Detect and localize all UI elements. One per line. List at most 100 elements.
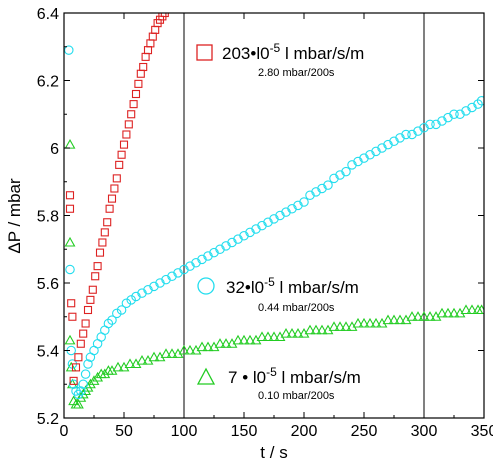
data-point-triangle <box>382 314 394 325</box>
legend-subtitle-cyan: 0.44 mbar/200s <box>258 302 335 314</box>
outlier-point-circle <box>64 45 74 55</box>
legend-subtitle-green: 0.10 mbar/200s <box>258 390 335 402</box>
data-point-circle <box>116 305 127 315</box>
legend-marker-circle <box>197 277 215 295</box>
data-point-triangle <box>460 304 472 315</box>
series-circle <box>64 45 484 400</box>
legend-subtitle-red: 2.80 mbar/200s <box>258 67 335 79</box>
data-point-square <box>74 353 83 362</box>
data-point-circle <box>425 119 435 130</box>
data-point-square <box>88 285 97 294</box>
data-point-square <box>119 140 129 149</box>
data-point-triangle <box>72 398 84 409</box>
x-tick-label: 350 <box>471 423 493 440</box>
data-point-square <box>115 160 124 169</box>
data-point-triangle <box>92 371 104 382</box>
data-point-square <box>91 272 100 281</box>
data-point-triangle <box>406 311 418 321</box>
x-tick-label: 100 <box>171 423 198 440</box>
data-point-square <box>81 319 90 328</box>
data-point-triangle <box>286 328 298 338</box>
data-point-square <box>69 376 78 385</box>
data-point-square <box>95 248 105 257</box>
outlier-point-square <box>68 312 77 321</box>
data-point-circle <box>449 109 459 120</box>
data-point-square <box>117 150 126 159</box>
x-axis-label: t / s <box>260 443 287 462</box>
data-point-square <box>103 218 112 227</box>
data-point-triangle <box>112 361 124 372</box>
data-point-circle <box>401 129 411 140</box>
data-point-circle <box>83 359 93 369</box>
legend-marker-square <box>196 44 213 61</box>
data-point-circle <box>476 96 484 106</box>
data-point-triangle <box>88 375 100 385</box>
data-point-square <box>93 262 102 271</box>
data-point-triangle <box>352 317 364 328</box>
data-point-square <box>112 174 121 183</box>
data-point-circle <box>126 295 136 305</box>
outlier-point-triangle <box>64 334 76 345</box>
data-point-triangle <box>244 334 256 345</box>
data-point-square <box>76 339 85 348</box>
data-point-triangle <box>316 324 328 335</box>
data-point-square <box>110 184 119 193</box>
data-series <box>64 13 484 409</box>
data-point-square <box>129 100 138 109</box>
series-triangle <box>64 139 484 409</box>
legend-text-red: 203•l0-5 l mbar/s/m <box>222 41 364 63</box>
data-point-triangle <box>214 338 226 348</box>
data-point-square <box>71 363 81 372</box>
data-point-square <box>160 13 169 18</box>
data-point-square <box>134 79 143 88</box>
legend-text-green: 7 • l0-5 l mbar/s/m <box>228 365 361 387</box>
legend-entry-green: 7 • l0-5 l mbar/s/m 0.10 mbar/200s <box>196 365 361 402</box>
x-tick-label: 0 <box>60 423 69 440</box>
y-tick-label: 5.2 <box>37 411 59 428</box>
data-point-square <box>122 130 131 139</box>
plot-background <box>64 13 484 418</box>
data-point-triangle <box>370 317 382 328</box>
data-point-square <box>86 295 95 304</box>
data-point-triangle <box>136 355 148 365</box>
data-point-triangle <box>388 314 400 325</box>
data-point-triangle <box>436 307 448 318</box>
x-tick-label: 150 <box>231 423 258 440</box>
data-point-triangle <box>166 348 178 358</box>
legend-marker-triangle <box>196 367 216 385</box>
data-point-triangle <box>328 321 340 331</box>
data-point-triangle <box>280 328 292 338</box>
data-point-triangle <box>394 314 406 325</box>
data-point-triangle <box>334 321 346 331</box>
data-point-triangle <box>232 334 244 345</box>
data-point-circle <box>121 298 132 308</box>
data-point-square <box>139 62 148 72</box>
y-tick-label: 5.4 <box>37 344 59 361</box>
data-point-square <box>131 89 141 99</box>
data-point-triangle <box>412 311 424 321</box>
data-point-square <box>83 305 93 315</box>
data-point-triangle <box>184 344 196 355</box>
data-point-square <box>127 110 136 119</box>
data-point-triangle <box>340 321 352 331</box>
data-point-triangle <box>448 307 460 318</box>
data-point-triangle <box>178 344 190 355</box>
y-tick-label: 5.8 <box>37 209 59 226</box>
series-square <box>65 13 169 385</box>
x-tick-label: 200 <box>291 423 318 440</box>
y-tick-label: 6.4 <box>37 6 59 23</box>
axis-ticks: 0 50 100 150 200 250 300 350 5.2 5.4 5.6 5.8 6 6.2 6.4 <box>37 6 493 440</box>
data-point-square <box>79 329 88 338</box>
data-point-triangle <box>202 341 214 352</box>
data-point-triangle <box>84 378 96 389</box>
data-point-triangle <box>99 368 111 379</box>
series-markers <box>64 13 484 409</box>
data-point-circle <box>341 166 351 177</box>
vertical-reference-lines <box>183 13 425 418</box>
outlier-point-square <box>65 191 75 200</box>
data-point-triangle <box>310 324 322 335</box>
y-tick-label: 5.6 <box>37 276 59 293</box>
y-tick-label: 6 <box>50 141 59 158</box>
data-point-circle <box>68 379 79 389</box>
outlier-point-square <box>67 299 76 308</box>
